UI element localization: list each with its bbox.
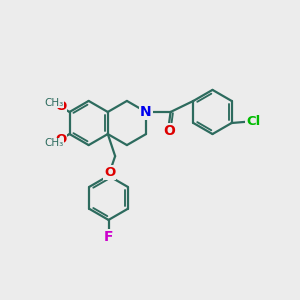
- Text: O: O: [55, 133, 66, 146]
- Text: O: O: [104, 166, 116, 178]
- Text: F: F: [104, 230, 113, 244]
- Text: N: N: [140, 105, 152, 119]
- Text: CH₃: CH₃: [44, 98, 63, 108]
- Text: Cl: Cl: [246, 115, 260, 128]
- Text: O: O: [55, 100, 66, 113]
- Text: O: O: [163, 124, 175, 138]
- Text: CH₃: CH₃: [44, 138, 63, 148]
